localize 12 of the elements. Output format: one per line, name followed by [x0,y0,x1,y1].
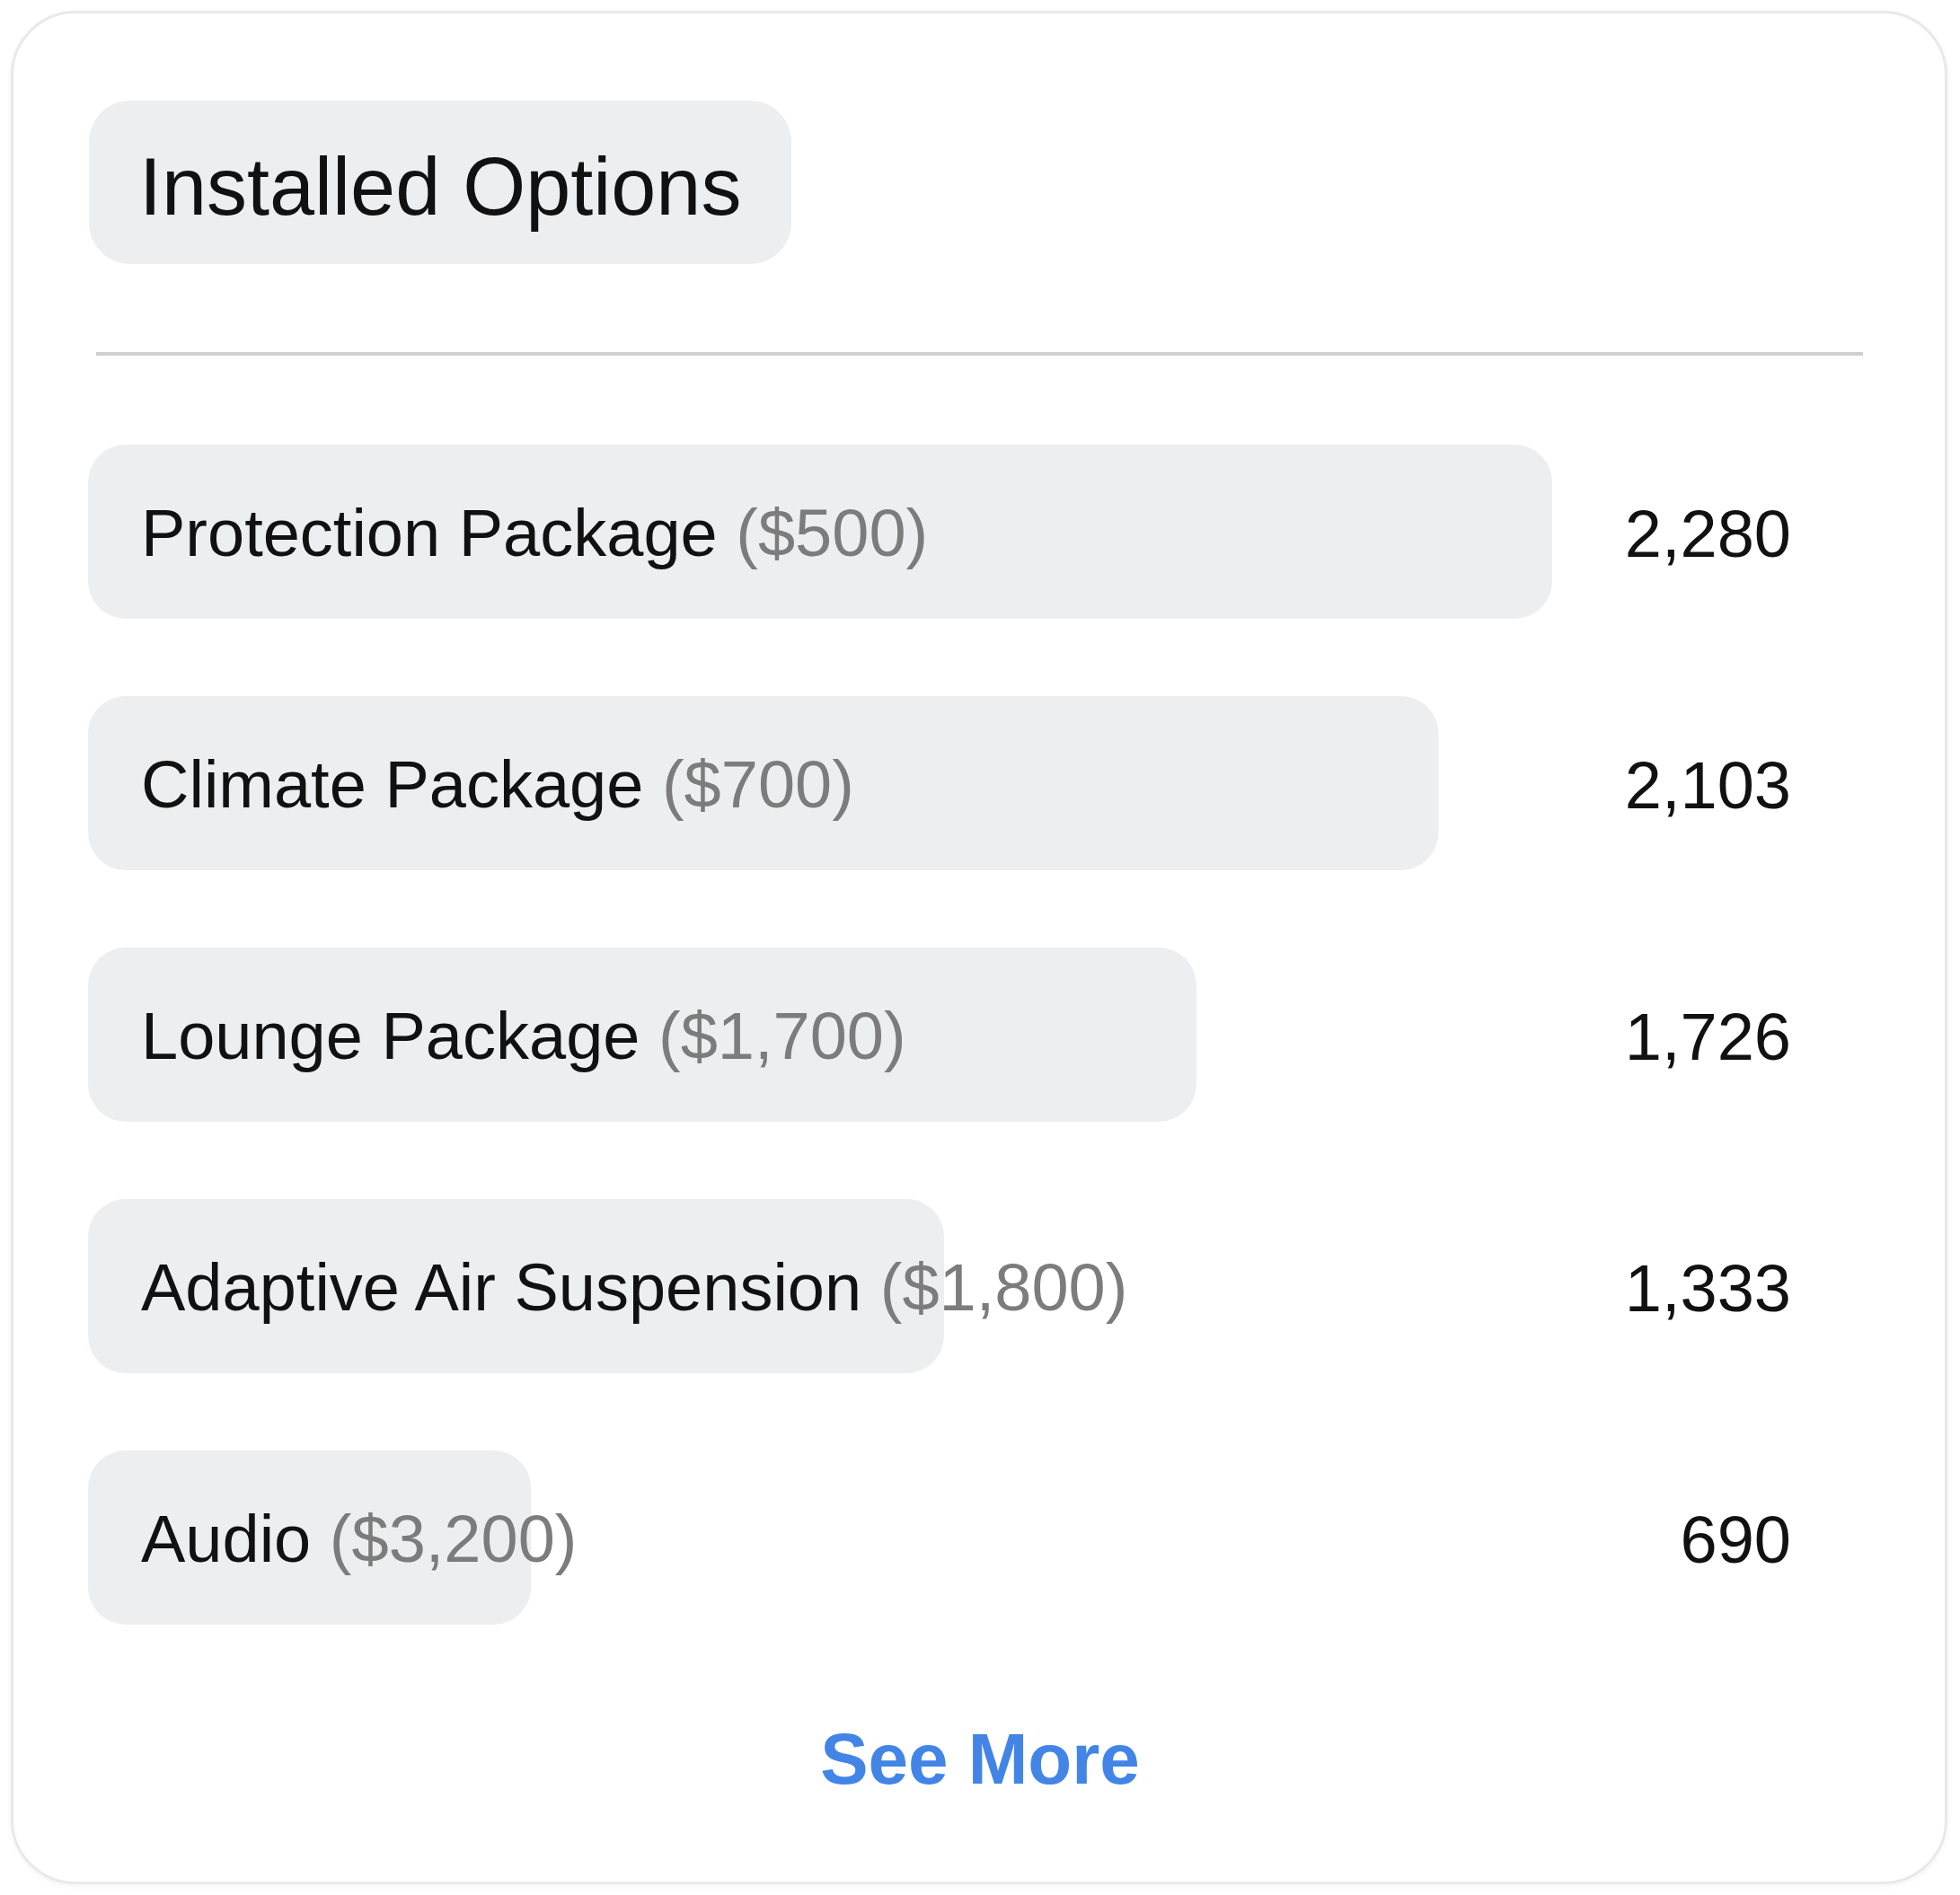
data-label: 1,333 [1624,1251,1791,1326]
y-tick-label: Protection Package ($500) [141,496,929,570]
data-label: 1,726 [1624,1000,1791,1074]
data-label: 2,103 [1624,748,1791,823]
y-tick-label: Lounge Package ($1,700) [141,999,906,1073]
chart-title: Installed Options [89,101,792,264]
data-label: 2,280 [1624,497,1791,571]
text: See More [820,1719,1140,1799]
y-tick-label: Climate Package ($700) [141,747,854,822]
y-tick-label: Adaptive Air Suspension ($1,800) [141,1250,1128,1325]
y-tick-label: Audio ($3,200) [141,1502,578,1576]
data-label: 690 [1680,1503,1791,1577]
